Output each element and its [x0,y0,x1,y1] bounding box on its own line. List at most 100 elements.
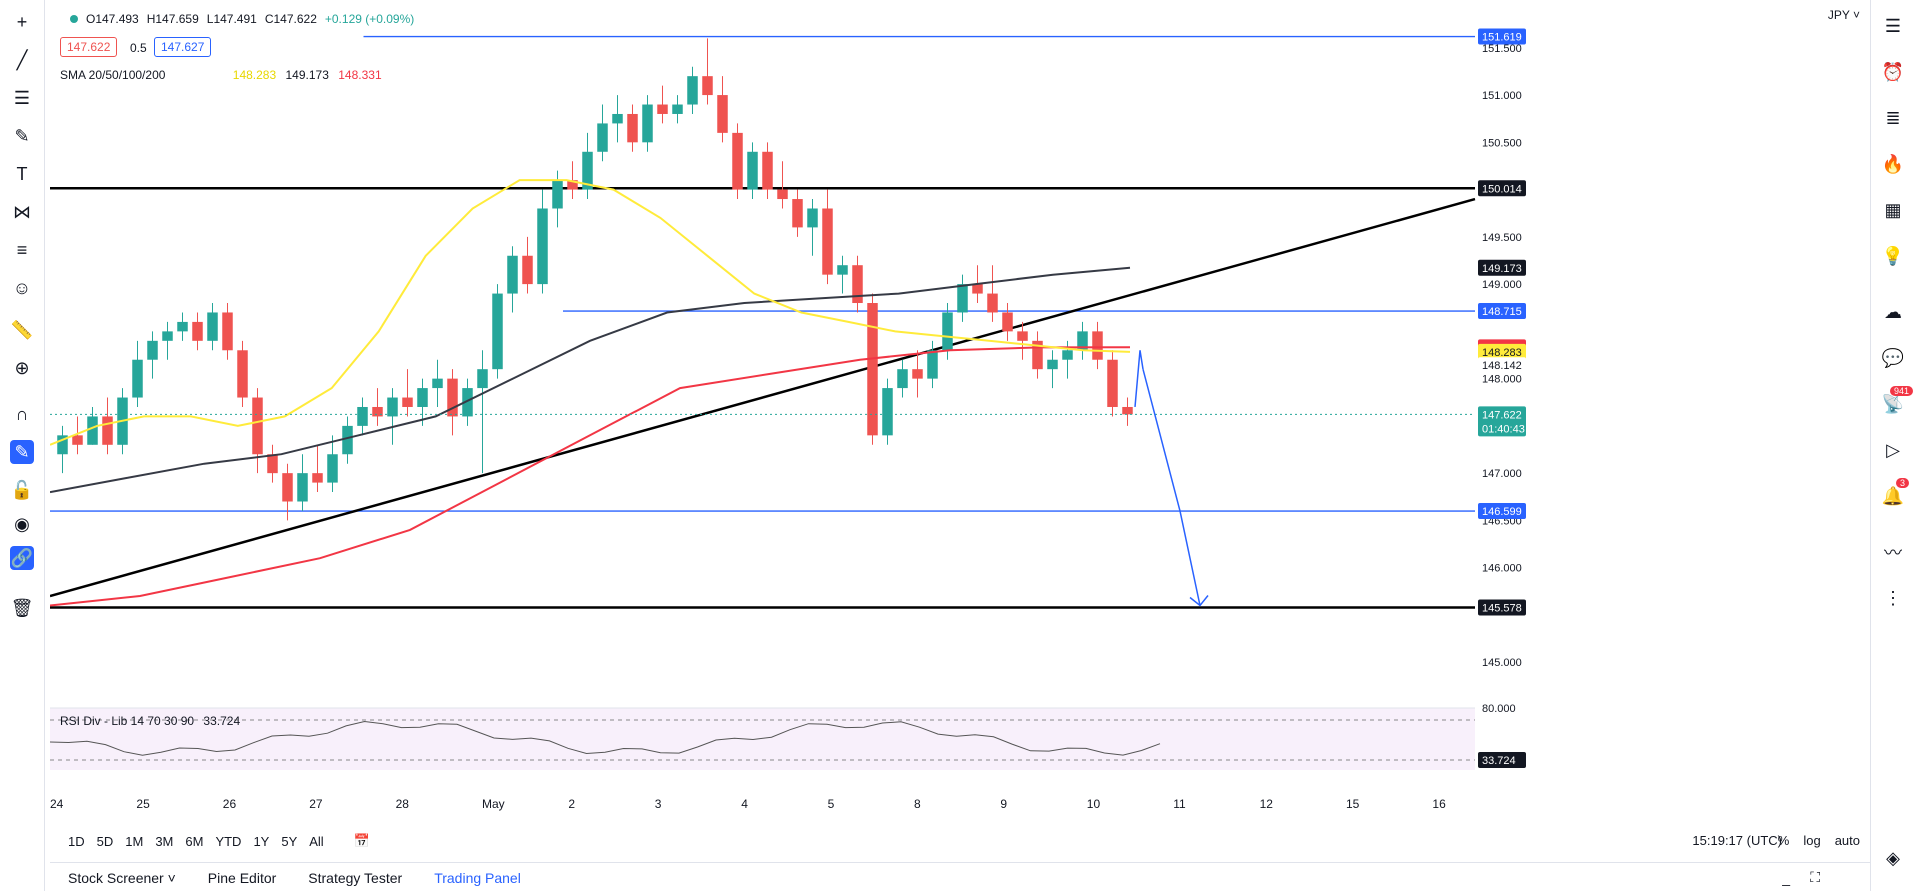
price-tick-label: 151.000 [1482,90,1522,102]
candle-body [1122,406,1133,415]
crosshair-icon[interactable]: + [16,11,28,32]
x-axis-label: 27 [309,797,323,811]
sma-100-line [50,266,1131,494]
price-axis-label: 149.173 [1482,263,1522,275]
maximize-icon[interactable]: ⛶ [1810,869,1820,885]
fib-icon[interactable]: ☰ [13,87,31,108]
prediction-icon[interactable]: ≡ [16,239,28,260]
candle-body [522,255,533,285]
buy-price-box[interactable]: 147.627 [154,37,212,57]
tab-trading-panel[interactable]: Trading Panel [434,869,521,886]
eye-icon[interactable]: ◉ [14,513,30,534]
auto-button[interactable]: auto [1834,833,1860,848]
stay-drawing-icon[interactable]: ✎ [10,440,34,464]
candle-body [1002,312,1013,332]
price-axis-label-bg [1478,343,1526,360]
candle-body [672,104,683,114]
price-axis-label: 147.622 [1482,409,1522,421]
range-5d[interactable]: 5D [96,833,114,849]
candle-body [882,388,893,436]
range-all[interactable]: All [309,833,324,849]
candle-body [312,473,323,483]
x-axis-label: 15 [1346,797,1360,811]
cloud-icon[interactable]: ☁ [1884,301,1902,322]
watchlist-icon[interactable]: ☰ [1884,15,1902,36]
layers-icon[interactable]: ◈ [1886,847,1900,868]
x-axis-label: 26 [223,797,237,811]
streams-icon[interactable]: ▷ [1886,439,1900,460]
percent-button[interactable]: % [1777,833,1790,848]
range-5y[interactable]: 5Y [281,833,298,849]
chart-area[interactable]: 151.500151.000150.500150.000149.500149.0… [50,0,1870,891]
hotlist-icon[interactable]: 🔥 [1881,153,1905,174]
candle-body [792,199,803,228]
ruler-icon[interactable]: 📏 [10,319,34,340]
candle-body [612,113,623,124]
x-axis-label: May [482,797,505,811]
tab-strategy-tester[interactable]: Strategy Tester [308,869,403,886]
utc-time[interactable]: 15:19:17 (UTC) [1692,833,1782,848]
scale-buttons: % log auto [1778,826,1860,856]
text-icon[interactable]: T [16,163,28,184]
dots-icon[interactable]: ⋮ [1884,587,1902,608]
lock-icon[interactable]: 🔓 [10,479,34,500]
trend-line [50,197,1476,598]
candle-body [327,454,338,483]
price-tick-label: 146.000 [1482,563,1522,575]
x-axis-label: 24 [50,797,64,811]
candle-body [702,76,713,96]
tab-pine-editor[interactable]: Pine Editor [207,869,277,886]
rsi-value-label: 33.724 [1482,755,1516,767]
trash-icon[interactable]: 🗑 [10,597,34,618]
tab-stock-screener[interactable]: Stock Screener ˅ [68,869,176,886]
currency-selector[interactable]: JPY ˅ [1827,8,1860,22]
rsi-upper-label: 80.000 [1482,703,1516,715]
tab-label: Stock Screener [68,869,164,886]
pulse-icon[interactable]: 〰 [1884,543,1902,563]
range-1m[interactable]: 1M [125,833,144,849]
emoji-icon[interactable]: ☺ [12,277,32,298]
log-button[interactable]: log [1803,833,1821,848]
chat-icon[interactable]: 💬 [1881,347,1905,368]
link-icon[interactable]: 🔗 [10,546,34,570]
range-6m[interactable]: 6M [185,833,204,849]
high-value: H147.659 [146,12,199,26]
candle-body [927,350,938,379]
idea-icon[interactable]: 💡 [1881,245,1905,266]
candle-body [777,189,788,200]
sell-price-box[interactable]: 147.622 [60,37,118,57]
candle-body [102,416,113,445]
candle-body [432,378,443,389]
magnet-icon[interactable]: ∩ [15,403,29,424]
candle-body [642,104,653,143]
candle-body [342,425,353,455]
rsi-value: 33.724 [203,714,241,728]
pattern-icon[interactable]: ⋈ [13,201,31,222]
ohlc-legend: O147.493 H147.659 L147.491 C147.622 +0.1… [70,12,414,26]
minimize-icon[interactable]: _ [1782,869,1790,886]
projection-down-arrow [1142,368,1201,606]
currency-label: JPY [1827,8,1850,22]
candle-body [1062,350,1073,360]
brush-icon[interactable]: ✎ [14,125,30,146]
zoom-icon[interactable]: ⊕ [14,357,30,378]
candle-body [627,113,638,143]
candle-body [507,255,518,294]
alarm-icon[interactable]: ⏰ [1881,61,1905,82]
price-tick-label: 151.500 [1482,43,1522,55]
range-ytd[interactable]: YTD [215,833,242,849]
chart-svg[interactable]: 151.500151.000150.500150.000149.500149.0… [50,0,1870,826]
calendar-icon[interactable]: ▦ [1884,199,1902,220]
trend-line-icon[interactable]: ╱ [16,49,28,70]
change-value: +0.129 (+0.09%) [324,12,415,26]
goto-date-icon[interactable]: 📅 [353,833,370,848]
bell-icon[interactable]: 🔔 [1881,485,1905,506]
price-tick-label: 149.500 [1482,232,1522,244]
list-add-icon[interactable]: ≣ [1885,107,1901,128]
x-axis-label: 11 [1173,797,1186,811]
range-1d[interactable]: 1D [68,833,85,849]
range-3m[interactable]: 3M [155,833,174,849]
broadcast-icon[interactable]: 📡 [1881,393,1905,414]
range-1y[interactable]: 1Y [253,833,270,849]
candle-body [657,104,668,114]
